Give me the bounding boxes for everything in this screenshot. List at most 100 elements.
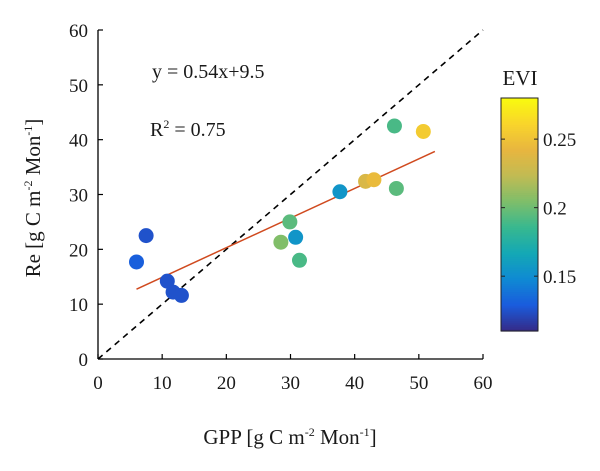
colorbar-segment: [501, 103, 538, 107]
y-tick-label: 40: [69, 131, 88, 152]
colorbar-segment: [501, 181, 538, 185]
y-tick-label: 20: [69, 240, 88, 261]
colorbar-segment: [501, 286, 538, 289]
x-tick-label: 20: [217, 373, 236, 394]
colorbar-segment: [501, 129, 538, 132]
y-tick-label: 10: [69, 295, 88, 316]
x-tick-label: 0: [93, 373, 103, 394]
colorbar-segment: [501, 257, 538, 260]
colorbar-label: EVI: [503, 66, 538, 90]
x-tick-label: 50: [409, 373, 428, 394]
colorbar-frame: [500, 97, 539, 332]
colorbar-segment: [501, 202, 538, 206]
colorbar-segment: [501, 140, 538, 144]
colorbar-segment: [501, 259, 538, 262]
colorbar-segment: [501, 268, 538, 272]
colorbar-segment: [501, 195, 538, 198]
colorbar-segment: [501, 109, 538, 113]
colorbar-segment: [501, 144, 538, 148]
colorbar-segment: [501, 301, 538, 305]
colorbar-segment: [501, 264, 538, 268]
colorbar-segment: [501, 315, 538, 319]
colorbar-segment: [501, 113, 538, 117]
colorbar-segment: [501, 99, 538, 103]
colorbar-segment: [501, 171, 538, 175]
x-tick-label: 10: [153, 373, 172, 394]
colorbar-segment: [501, 276, 538, 280]
colorbar-segment: [501, 224, 538, 227]
colorbar-segment: [501, 177, 538, 181]
colorbar-segment: [501, 154, 538, 157]
y-tick-label: 0: [79, 350, 89, 371]
colorbar-segment: [501, 127, 538, 130]
colorbar-segment: [501, 272, 538, 276]
colorbar-segment: [501, 212, 538, 216]
colorbar-segment: [501, 235, 538, 239]
colorbar-segment: [501, 105, 538, 109]
y-axis-label: Re [g C m-2 Mon-1]: [21, 119, 45, 278]
colorbar-segment: [501, 173, 538, 177]
colorbar-segment: [501, 121, 538, 124]
colorbar-segment: [501, 239, 538, 243]
colorbar-segment: [501, 193, 538, 196]
x-axis-label: GPP [g C m-2 Mon-1]: [203, 425, 376, 449]
colorbar-segment: [501, 290, 538, 293]
data-point: [282, 214, 298, 230]
colorbar-segment: [501, 278, 538, 282]
colorbar-tick-label: 0.2: [543, 199, 567, 220]
colorbar-segment: [501, 299, 538, 303]
colorbar-segment: [501, 309, 538, 313]
colorbar-segment: [501, 263, 538, 266]
data-point: [388, 180, 404, 196]
colorbar-segment: [501, 296, 538, 299]
colorbar-segment: [501, 150, 538, 153]
colorbar-segment: [501, 158, 538, 161]
data-point: [291, 252, 307, 268]
colorbar-segment: [501, 165, 538, 169]
colorbar-segment: [501, 169, 538, 173]
colorbar-segment: [501, 107, 538, 111]
data-point: [366, 172, 382, 188]
colorbar-segment: [501, 222, 538, 225]
colorbar-segment: [501, 179, 538, 183]
data-point: [415, 123, 431, 139]
colorbar-segment: [501, 327, 538, 330]
y-tick-label: 30: [69, 186, 88, 207]
x-tick-label: 40: [345, 373, 364, 394]
colorbar-segment: [501, 220, 538, 223]
x-tick-label: 30: [281, 373, 300, 394]
colorbar-segment: [501, 160, 538, 163]
colorbar-segment: [501, 313, 538, 317]
colorbar-segment: [501, 164, 538, 167]
colorbar-segment: [501, 98, 538, 101]
plot-area: 0 10 20 30 40 50 60 0 10 20 30 40 50 60: [69, 21, 493, 394]
colorbar-segment: [501, 228, 538, 231]
colorbar-segment: [501, 101, 538, 105]
colorbar-segment: [501, 294, 538, 297]
colorbar-segment: [501, 321, 538, 324]
colorbar-segment: [501, 210, 538, 214]
data-point: [273, 234, 289, 250]
colorbar-segment: [501, 175, 538, 179]
colorbar-segment: [501, 146, 538, 150]
colorbar-segment: [501, 230, 538, 233]
colorbar-segment: [501, 125, 538, 128]
colorbar-segment: [501, 255, 538, 258]
colorbar-segment: [501, 197, 538, 200]
colorbar-segment: [501, 208, 538, 212]
colorbar-segment: [501, 297, 538, 301]
colorbar-segment: [501, 131, 538, 134]
colorbar-tick-label: 0.15: [543, 267, 576, 288]
equation-annotation: y = 0.54x+9.5: [152, 61, 265, 83]
colorbar-segment: [501, 329, 538, 332]
colorbar-segment: [501, 115, 538, 119]
colorbar-segment: [501, 204, 538, 208]
colorbar-segment: [501, 319, 538, 322]
colorbar-segment: [501, 231, 538, 235]
colorbar-segment: [501, 253, 538, 256]
colorbar-segment: [501, 183, 538, 186]
colorbar-segment: [501, 261, 538, 264]
colorbar-segment: [501, 187, 538, 190]
colorbar-segment: [501, 288, 538, 291]
colorbar-segment: [501, 237, 538, 241]
